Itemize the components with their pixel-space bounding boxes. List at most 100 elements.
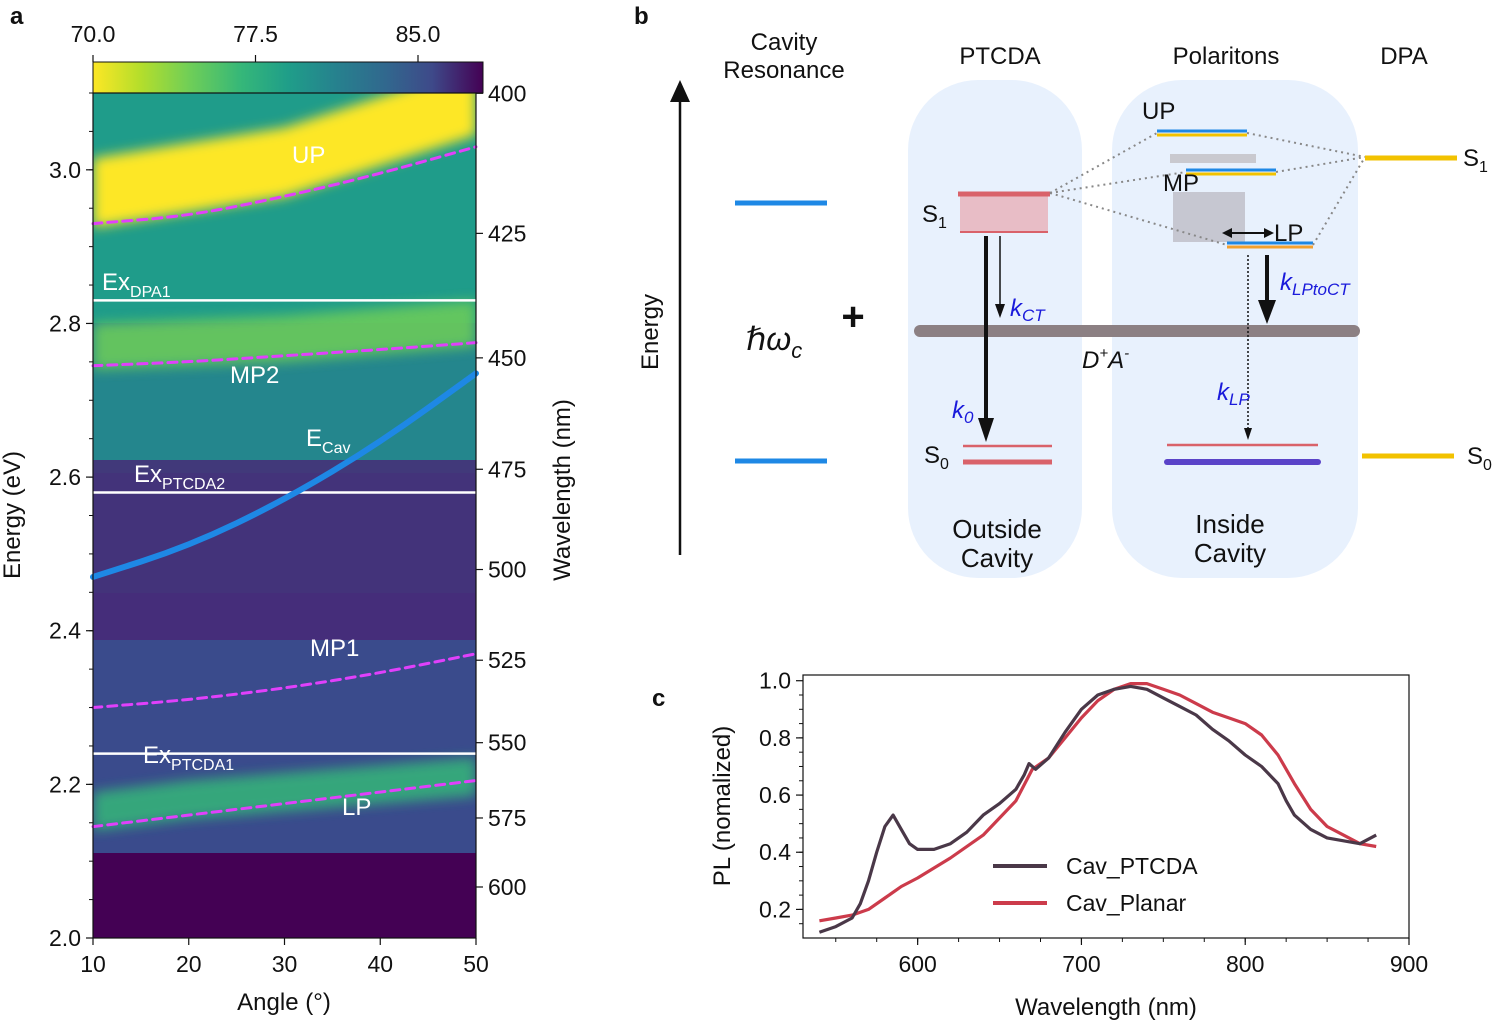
- colorbar-tick: 85.0: [396, 21, 441, 47]
- colorbar-ticks: 70.0 77.5 85.0: [71, 21, 441, 62]
- panel-label-b: b: [634, 3, 649, 30]
- heat-band-mid-bright: [93, 300, 476, 370]
- heatmap-xtick: 50: [463, 951, 489, 977]
- ptcda-s1-band: [960, 195, 1048, 232]
- pl-xtick: 700: [1062, 951, 1100, 977]
- heatmap-y2tick: 450: [488, 345, 526, 371]
- series-up: [91, 145, 478, 226]
- heatmap-ytick: 2.0: [49, 925, 81, 951]
- series-ecav: [90, 370, 479, 580]
- pl-xtick: 800: [1226, 951, 1264, 977]
- pl-ytick: 0.2: [759, 896, 791, 922]
- label-ex-dpa1: ExDPA1: [102, 269, 171, 301]
- header-dpa: DPA: [1380, 43, 1428, 70]
- pl-xtick: 900: [1390, 951, 1428, 977]
- mp-level: [1186, 168, 1276, 176]
- mp-label: MP: [1163, 170, 1199, 197]
- pl-xtick: 600: [898, 951, 936, 977]
- kct-arrowhead: [995, 304, 1005, 318]
- heatmap-y2tick: 500: [488, 557, 526, 583]
- label-ecav: ECav: [306, 425, 350, 457]
- outside-cavity-label-1: Outside: [952, 514, 1042, 544]
- series-mp2: [91, 341, 478, 368]
- k0-label: k0: [952, 397, 974, 427]
- label-ex-ptcda2: ExPTCDA2: [134, 461, 225, 493]
- pl-ylabel: PL (nomalized): [709, 726, 736, 887]
- label-ex-ptcda1: ExPTCDA1: [143, 742, 234, 774]
- plus-sign: +: [841, 295, 864, 339]
- heatmap-ytick: 3.0: [49, 157, 81, 183]
- label-mp2: MP2: [230, 362, 279, 389]
- panel-label-a: a: [10, 3, 24, 30]
- energy-axis-arrowhead: [670, 80, 690, 102]
- pl-ytick: 1.0: [759, 668, 791, 694]
- inside-cavity-label-2: Cavity: [1194, 538, 1266, 568]
- lp-double-arrow-left: [1222, 228, 1232, 238]
- legend-label-cav_planar: Cav_Planar: [1066, 890, 1187, 916]
- heat-band-low-bright: [93, 757, 476, 831]
- heatmap-panel: 70.0 77.5 85.0 UP MP2 ECav MP1 LP ExDPA1 ExPTCDA…: [0, 21, 576, 1016]
- panel-label-c: c: [652, 685, 665, 712]
- mp-grey-patch: [1170, 154, 1256, 163]
- heatmap-ytick: 2.2: [49, 771, 81, 797]
- lp-double-arrow-right: [1264, 228, 1274, 238]
- lp-grey-patch: [1173, 192, 1245, 242]
- pl-ytick: 0.6: [759, 782, 791, 808]
- hbar-omega-c: ℏωc: [746, 321, 802, 363]
- klp-label: kLP: [1217, 379, 1250, 409]
- pl-series-cav_ptcda: [818, 684, 1377, 934]
- header-cavity-line1: Cavity: [751, 29, 818, 56]
- colorbar-tick: 70.0: [71, 21, 116, 47]
- energy-axis-label: Energy: [637, 294, 664, 370]
- heatmap-y2tick: 475: [488, 456, 526, 482]
- legend-label-cav_ptcda: Cav_PTCDA: [1066, 853, 1198, 879]
- heatmap-xlabel: Angle (°): [237, 989, 331, 1016]
- k0-arrowhead: [978, 418, 994, 442]
- dpa-s0-label: S0: [1467, 443, 1492, 474]
- header-ptcda: PTCDA: [959, 43, 1040, 70]
- heatmap-xtick: 10: [80, 951, 106, 977]
- up-label: UP: [1142, 98, 1175, 125]
- label-lp: LP: [342, 794, 371, 821]
- heatmap-ytick: 2.8: [49, 310, 81, 336]
- heatmap-y2tick: 400: [488, 80, 526, 106]
- heatmap-ytick: 2.6: [49, 464, 81, 490]
- heatmap-ylabel: Energy (eV): [0, 451, 26, 579]
- kct-label: kCT: [1010, 295, 1046, 325]
- lp-label: LP: [1274, 220, 1303, 247]
- heatmap-y2tick: 525: [488, 647, 526, 673]
- klp-arrowhead: [1244, 428, 1252, 440]
- pl-frame: [802, 674, 1410, 939]
- ptcda-s1-label: S1: [922, 201, 947, 232]
- colorbar-tick: 77.5: [233, 21, 278, 47]
- series-mp1: [91, 652, 478, 710]
- header-polaritons: Polaritons: [1173, 43, 1280, 70]
- up-level: [1157, 129, 1247, 137]
- pl-ytick: 0.4: [759, 839, 791, 865]
- ptcda-s0-label: S0: [924, 442, 949, 473]
- pl-series-cav_planar: [819, 682, 1377, 923]
- label-mp1: MP1: [310, 635, 359, 662]
- ct-state-label: D+A-: [1082, 345, 1129, 374]
- pl-xlabel: Wavelength (nm): [1015, 994, 1197, 1021]
- klptoct-label: kLPtoCT: [1280, 269, 1351, 299]
- heatmap-y2tick: 600: [488, 874, 526, 900]
- coupling-lines: [1049, 132, 1366, 246]
- pl-legend: Cav_PTCDA Cav_Planar: [993, 853, 1198, 916]
- dpa-s1-label: S1: [1463, 145, 1488, 176]
- lp-level: [1227, 241, 1313, 249]
- heatmap-xtick: 30: [272, 951, 298, 977]
- pl-ytick: 0.8: [759, 725, 791, 751]
- heatmap-image: [93, 93, 476, 938]
- outside-cavity-label-2: Cavity: [961, 543, 1033, 573]
- heatmap-ytick: 2.4: [49, 618, 81, 644]
- header-cavity-line2: Resonance: [723, 57, 844, 84]
- label-up: UP: [292, 142, 325, 169]
- heat-band-upper-bright: [93, 93, 476, 228]
- heatmap-xtick: 20: [176, 951, 202, 977]
- heatmap-y2tick: 575: [488, 805, 526, 831]
- energy-diagram: Energy Cavity Resonance PTCDA Polaritons…: [637, 29, 1492, 578]
- inside-cavity-label-1: Inside: [1195, 509, 1264, 539]
